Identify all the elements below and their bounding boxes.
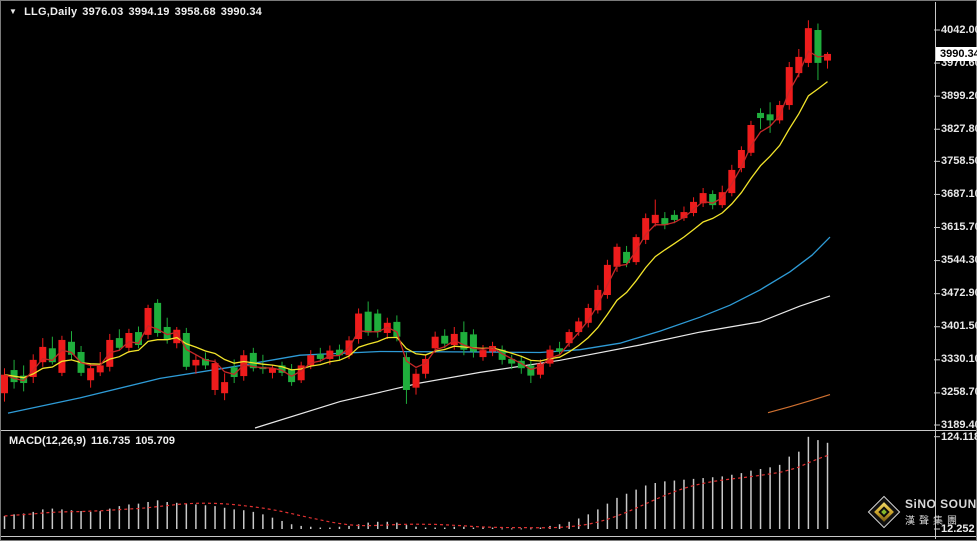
macd-axis-min-label: 12.252 — [941, 523, 975, 535]
price-tick-label: 3615.70 — [941, 221, 977, 233]
sino-sound-logo-icon — [866, 492, 902, 532]
current-price-tag: 3990.34 — [936, 46, 977, 61]
macd-name: MACD(12,26,9) — [9, 435, 87, 447]
slow-ma-lines — [7, 236, 831, 429]
price-axis[interactable]: 4042.00 3970.60 3899.20 3827.80 3758.50 3687.… — [936, 0, 977, 541]
price-tick-label: 3544.30 — [941, 254, 977, 267]
price-tick-label: 3899.20 — [941, 89, 977, 102]
watermark-line1: SiNO SOUND — [905, 497, 977, 511]
ohlc-open: 3976.03 — [82, 6, 124, 18]
price-tick-label: 3330.10 — [941, 353, 977, 366]
fast-ma-lines — [4, 50, 828, 382]
price-tick-label: 3401.50 — [941, 320, 977, 333]
macd-main-value: 116.735 — [91, 435, 131, 447]
macd-signal-value: 105.709 — [135, 435, 175, 447]
watermark-line2: 漢聲集團 — [905, 516, 961, 527]
macd-signal-line — [4, 454, 828, 529]
ohlc-close: 3990.34 — [220, 6, 262, 18]
candlestick-series — [1, 20, 832, 404]
symbol-dropdown-arrow-icon[interactable]: ▼ — [9, 7, 18, 16]
macd-axis-max-label: 124.118 — [941, 431, 977, 443]
watermark: SiNO SOUND 漢聲集團 — [866, 492, 977, 532]
price-tick-label: 3472.90 — [941, 287, 977, 300]
price-tick-label: 3827.80 — [941, 122, 977, 135]
price-tick-label: 3687.10 — [941, 187, 977, 200]
macd-indicator-label: MACD(12,26,9) 116.735 105.709 — [9, 435, 175, 447]
price-tick-label: 4042.00 — [941, 23, 977, 36]
price-tick-label: 3189.40 — [941, 418, 977, 431]
ohlc-low: 3958.68 — [174, 6, 216, 18]
symbol-timeframe: LLG,Daily — [24, 6, 78, 18]
watermark-text: SiNO SOUND 漢聲集團 — [905, 497, 977, 527]
price-tick-label: 3758.50 — [941, 154, 977, 167]
chart-title: ▼ LLG,Daily 3976.03 3994.19 3958.68 3990.34 — [9, 6, 262, 18]
price-tick-label: 3258.70 — [941, 386, 977, 399]
ohlc-high: 3994.19 — [128, 6, 170, 18]
